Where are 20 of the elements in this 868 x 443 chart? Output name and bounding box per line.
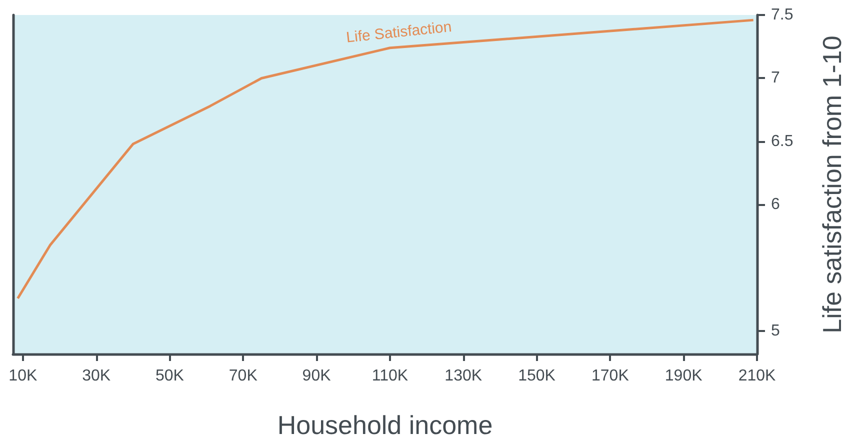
y-tick-label: 7.5 (771, 6, 794, 24)
x-tick-label: 210K (738, 368, 776, 384)
line-series (16, 18, 755, 300)
y-tick-label: 5 (771, 322, 780, 340)
text: Life Satisfaction (345, 18, 452, 46)
y-tick-label: 6.5 (771, 132, 794, 150)
y-tick-label: 6 (771, 196, 780, 214)
x-tick-label: 110K (372, 368, 408, 384)
x-tick-label: 30K (82, 368, 111, 384)
x-tick-label: 70K (228, 368, 258, 384)
y-axis-title: Life satisfaction from 1-10 (817, 36, 847, 334)
x-axis-title: Household income (277, 410, 493, 440)
x-tick-label: 90K (302, 368, 332, 384)
x-tick-label: 10K (8, 368, 38, 384)
x-tick-label: 170K (591, 368, 630, 384)
x-tick-label: 50K (155, 368, 184, 384)
x-tick-label: 130K (444, 368, 482, 384)
y-tick-label: 7 (771, 70, 780, 87)
x-tick-label: 150K (518, 368, 556, 384)
x-tick-label: 190K (664, 368, 703, 384)
